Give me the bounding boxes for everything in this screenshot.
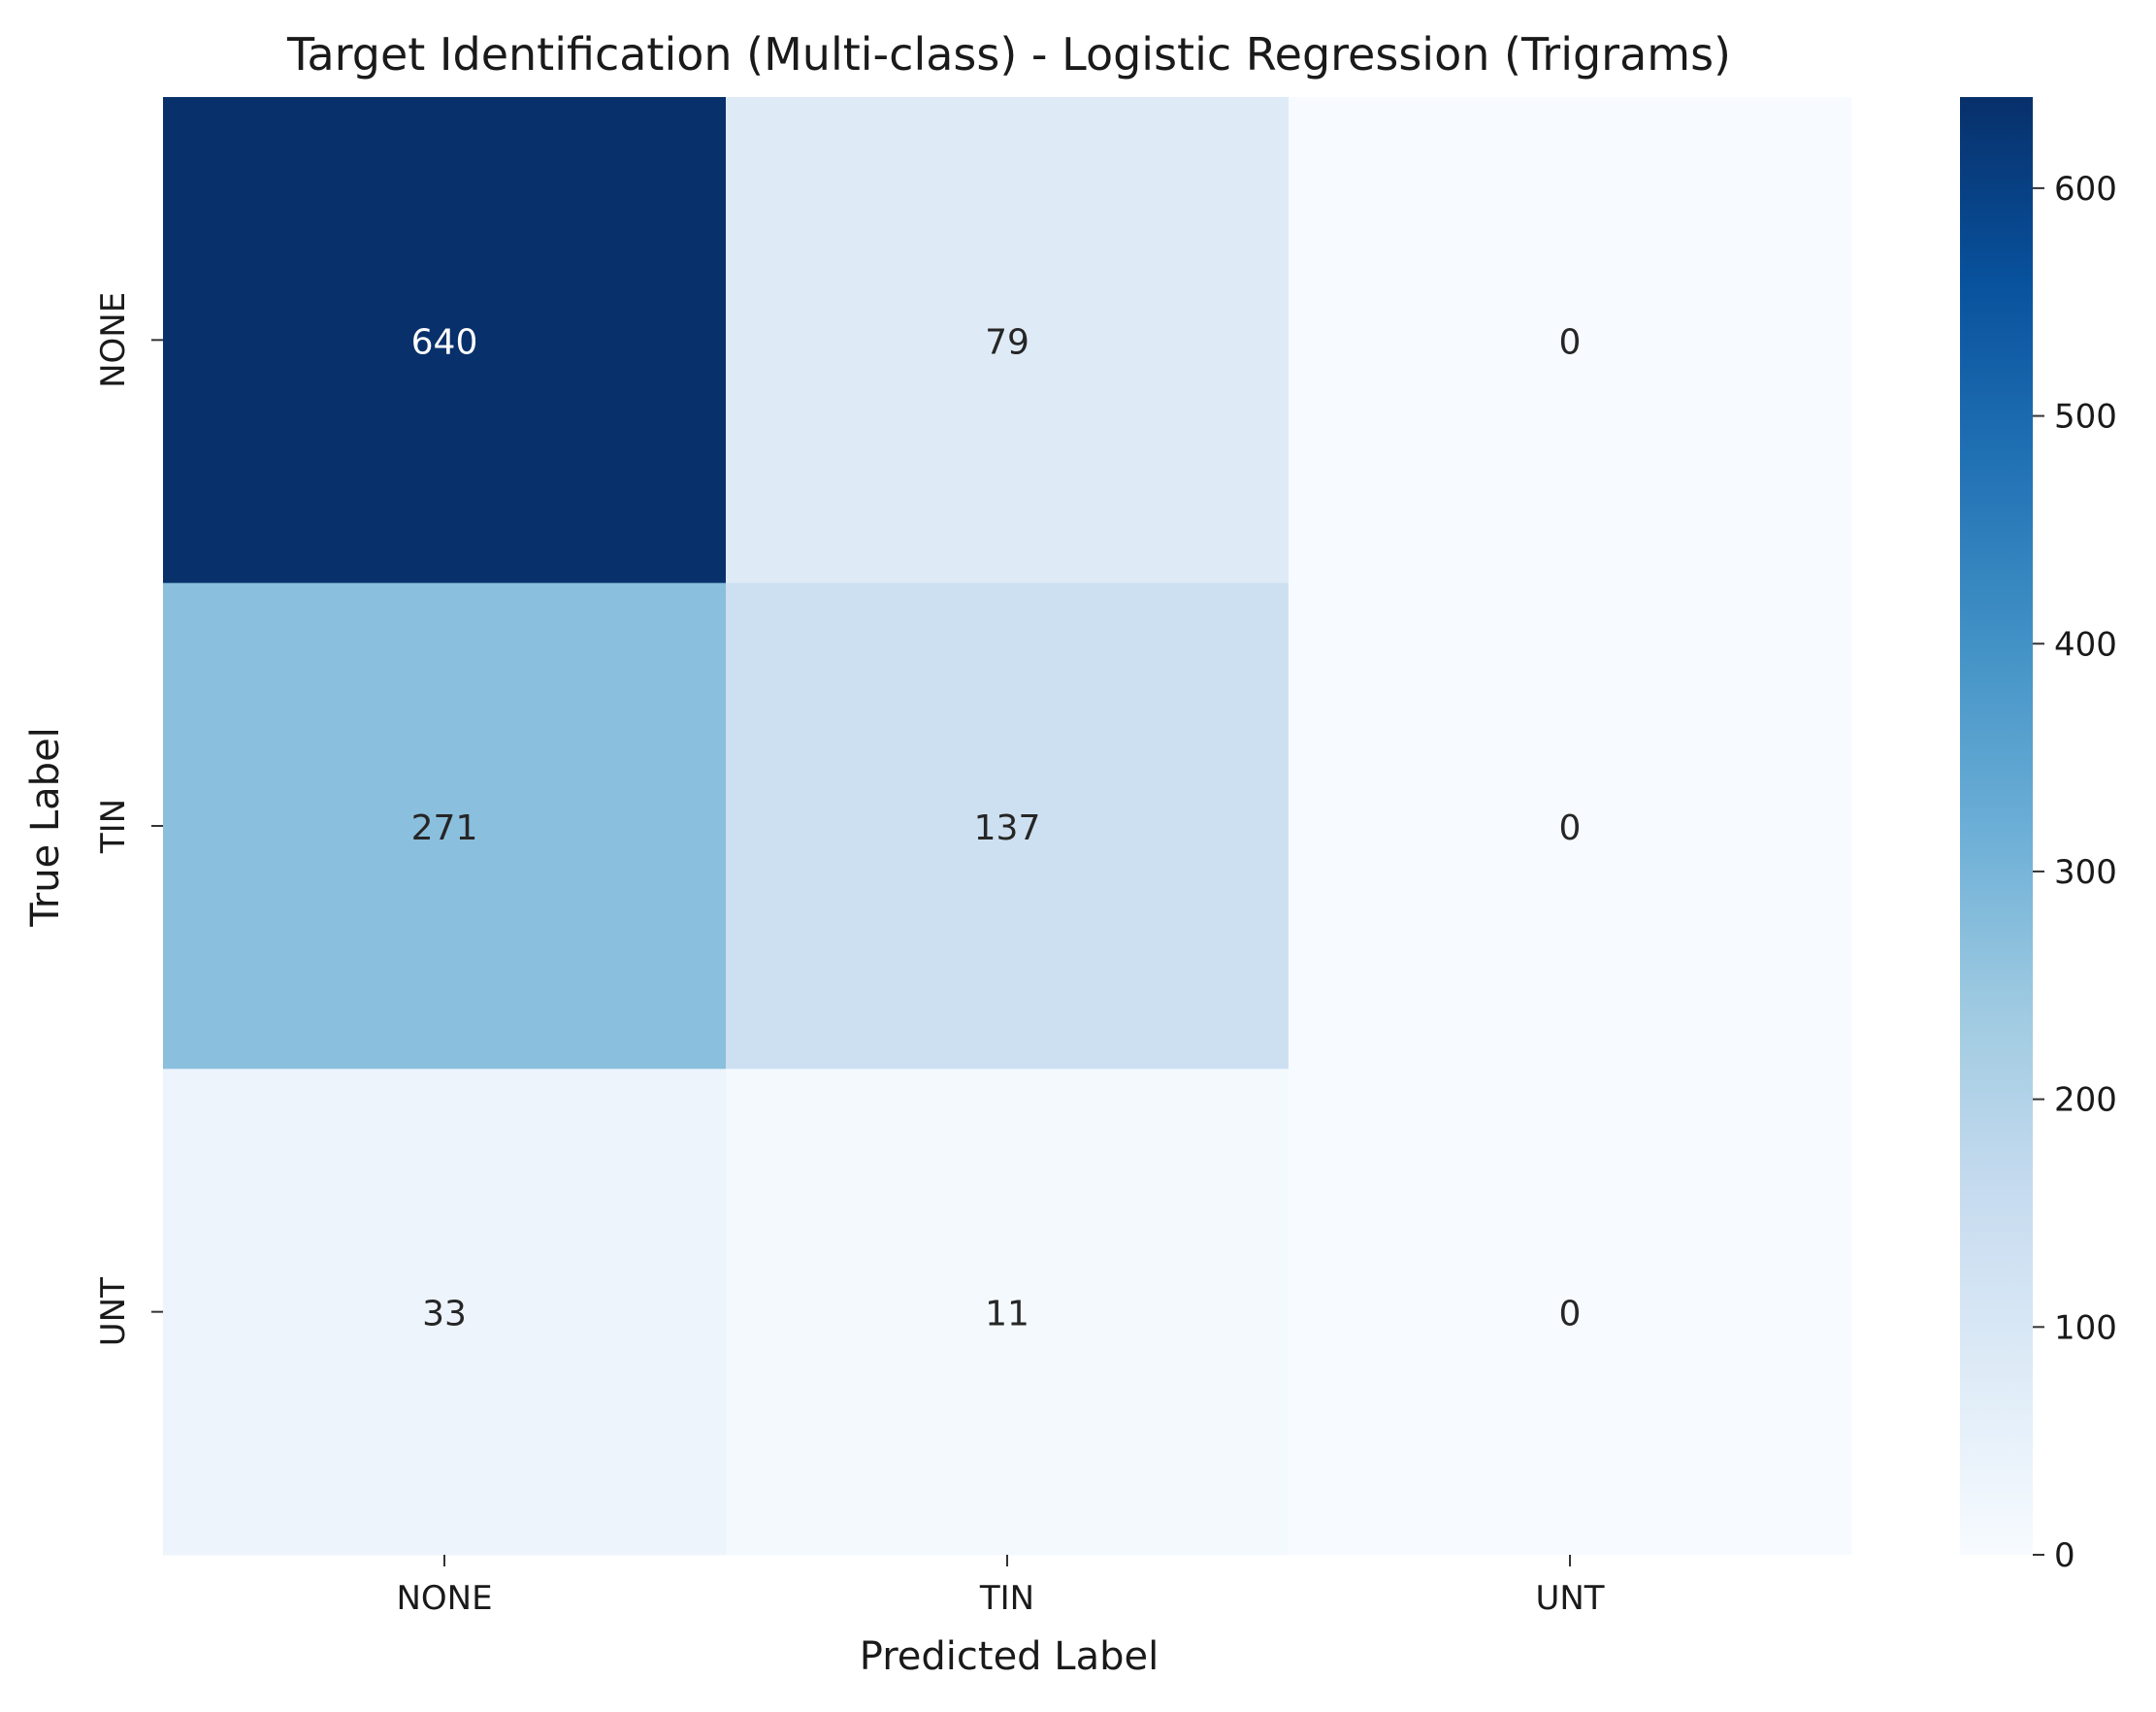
heatmap-cell (163, 97, 727, 584)
cell-value-label: 79 (985, 322, 1029, 362)
heatmap-cell (163, 582, 727, 1070)
colorbar-tick-label: 300 (2054, 853, 2117, 892)
colorbar-tick-label: 500 (2054, 398, 2117, 437)
heatmap-cell (726, 97, 1290, 584)
colorbar-tick-label: 200 (2054, 1081, 2117, 1120)
heatmap-cell (1289, 1069, 1852, 1556)
heatmap-cells (163, 97, 1852, 1556)
y-tick-label: NONE (94, 292, 133, 388)
x-axis-label: Predicted Label (860, 1634, 1159, 1679)
cell-value-label: 0 (1559, 1295, 1582, 1334)
cell-value-label: 0 (1559, 808, 1582, 848)
heatmap-cell (1289, 97, 1852, 584)
heatmap-cell (163, 1069, 727, 1556)
x-tick-label: UNT (1535, 1579, 1604, 1618)
heatmap-cell (726, 582, 1290, 1070)
x-tick-label: TIN (979, 1579, 1034, 1618)
heatmap-cell (726, 1069, 1290, 1556)
x-axis: NONE TIN UNT (396, 1555, 1605, 1618)
colorbar-tick-label: 0 (2054, 1536, 2075, 1575)
colorbar (1960, 97, 2033, 1555)
y-tick-label: UNT (94, 1277, 133, 1346)
heatmap-cell (1289, 582, 1852, 1070)
cell-value-label: 33 (422, 1295, 467, 1334)
colorbar-ticks: 0 100 200 300 400 500 600 (2033, 170, 2117, 1575)
colorbar-tick-label: 100 (2054, 1308, 2117, 1347)
y-axis-label: True Label (23, 727, 68, 928)
cell-value-label: 0 (1559, 322, 1582, 362)
cell-value-label: 640 (411, 322, 478, 362)
heatmap-annotations: 640 79 0 271 137 0 33 11 0 (411, 322, 1582, 1333)
chart-title: Target Identification (Multi-class) - Lo… (286, 28, 1731, 81)
colorbar-tick-label: 600 (2054, 170, 2117, 209)
cell-value-label: 271 (411, 808, 478, 848)
colorbar-tick-label: 400 (2054, 625, 2117, 664)
y-axis: NONE TIN UNT (94, 292, 163, 1346)
cell-value-label: 11 (985, 1295, 1029, 1334)
y-tick-label: TIN (94, 799, 133, 854)
cell-value-label: 137 (974, 808, 1041, 848)
x-tick-label: NONE (396, 1579, 492, 1618)
